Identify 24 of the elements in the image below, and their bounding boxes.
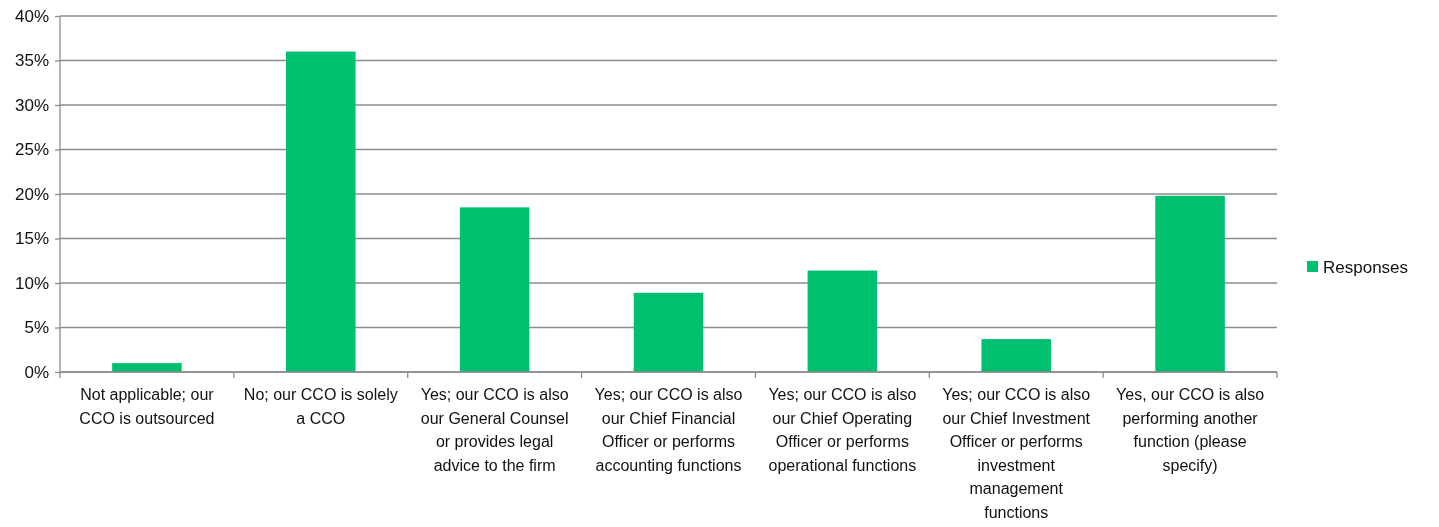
y-tick-label: 30% — [14, 95, 49, 115]
y-tick-label: 20% — [14, 184, 49, 204]
x-tick-label: Yes; our CCO is also our Chief Investment Officer or performs investment management functions — [942, 386, 1091, 521]
y-tick-label: 40% — [14, 6, 49, 26]
bar — [633, 292, 704, 372]
y-tick-label: 15% — [14, 229, 49, 249]
x-tick-label: Yes, our CCO is also performing another function (please specify) — [1116, 386, 1265, 474]
x-tick-label: No; our CCO is solely a CCO — [243, 386, 398, 427]
y-tick-label: 10% — [14, 273, 49, 293]
bar — [286, 51, 356, 372]
bar — [981, 339, 1051, 372]
x-tick-label: Yes; our CCO is also our Chief Operating Officer or performs operational functions — [768, 386, 917, 474]
x-tick-label: Yes; our CCO is also our Chief Financial Officer or performs accounting functions — [594, 386, 743, 474]
y-tick-label: 35% — [14, 51, 49, 71]
y-tick-label: 0% — [24, 362, 49, 382]
bar — [112, 363, 182, 372]
legend-label: Responses — [1323, 258, 1409, 277]
x-tick-label: Not applicable; our CCO is outsourced — [79, 386, 215, 427]
bar — [807, 270, 878, 372]
y-tick-label: 5% — [24, 318, 49, 338]
x-tick-label: Yes; our CCO is also our General Counsel or provides legal advice to the firm — [420, 386, 569, 474]
bar — [1155, 195, 1225, 372]
y-tick-label: 25% — [14, 140, 49, 160]
bar — [459, 207, 530, 372]
